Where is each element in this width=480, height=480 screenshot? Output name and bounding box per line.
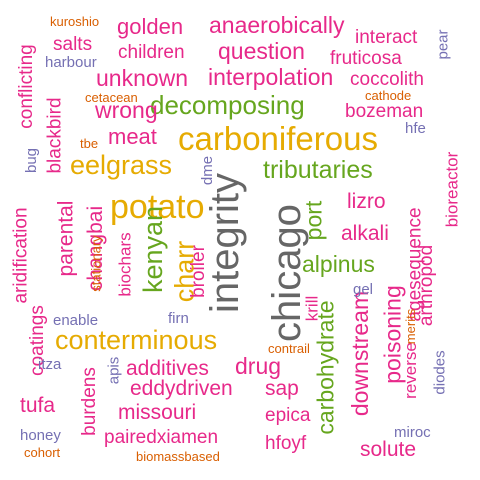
word-arthropod: arthropod — [416, 244, 438, 327]
word-itza: itza — [38, 356, 62, 373]
word-enable: enable — [53, 312, 99, 329]
word-contrail: contrail — [268, 341, 310, 356]
word-apis: apis — [105, 356, 123, 385]
word-epica: epica — [265, 405, 311, 426]
word-pear: pear — [434, 29, 452, 60]
word-tufa: tufa — [20, 394, 56, 417]
word-children: children — [118, 42, 185, 63]
word-eddydriven: eddydriven — [130, 377, 233, 400]
word-hfe: hfe — [405, 120, 426, 137]
word-burdens: burdens — [78, 367, 100, 436]
word-broiler: broiler — [187, 245, 209, 298]
word-alpinus: alpinus — [302, 251, 375, 277]
word-conflicting: conflicting — [15, 44, 37, 129]
word-missouri: missouri — [118, 401, 197, 424]
word-reverse: reverse — [400, 342, 420, 399]
word-anaerobically: anaerobically — [209, 12, 345, 38]
word-honey: honey — [20, 427, 61, 444]
word-wrong: wrong — [95, 97, 158, 123]
word-sap: sap — [265, 377, 299, 400]
word-merits: merits — [403, 308, 419, 345]
word-aridification: aridification — [10, 207, 32, 304]
word-potato: potato — [110, 188, 205, 226]
word-biochars: biochars — [115, 232, 135, 297]
word-fruticosa: fruticosa — [330, 48, 402, 69]
word-krill: krill — [302, 295, 322, 322]
word-meat: meat — [108, 124, 157, 149]
word-question: question — [218, 38, 305, 64]
word-pairedxiamen: pairedxiamen — [104, 427, 219, 448]
word-cetacean: cetacean — [85, 90, 138, 105]
word-solute: solute — [360, 438, 417, 461]
word-port: port — [300, 200, 327, 241]
word-eelgrass: eelgrass — [70, 150, 173, 180]
word-tributaries: tributaries — [263, 156, 373, 184]
word-integrity: integrity — [203, 172, 248, 314]
word-diodes: diodes — [431, 350, 449, 395]
word-firn: firn — [168, 310, 189, 327]
word-decomposing: decomposing — [150, 90, 305, 120]
word-stationary: stationary — [88, 235, 104, 292]
word-miroc: miroc — [394, 424, 431, 441]
word-conterminous: conterminous — [55, 325, 218, 355]
word-cathode: cathode — [365, 88, 412, 103]
word-interpolation: interpolation — [208, 64, 334, 90]
word-tbe: tbe — [80, 136, 99, 151]
word-salts: salts — [53, 34, 93, 55]
word-parental: parental — [54, 200, 78, 277]
word-golden: golden — [117, 14, 184, 39]
word-bug: bug — [23, 147, 41, 174]
word-blackbird: blackbird — [44, 97, 66, 174]
word-bozeman: bozeman — [345, 101, 424, 122]
word-coccolith: coccolith — [350, 69, 424, 90]
word-gel: gel — [353, 281, 374, 298]
word-harbour: harbour — [45, 54, 97, 71]
word-alkali: alkali — [341, 222, 389, 245]
word-bioreactor: bioreactor — [442, 151, 462, 228]
word-kenyan: kenyan — [138, 205, 169, 294]
word-interact: interact — [355, 27, 418, 48]
word-biomassbased: biomassbased — [136, 449, 220, 464]
word-carboniferous: carboniferous — [178, 120, 378, 157]
word-lizro: lizro — [347, 190, 386, 213]
word-dme: dme — [199, 155, 217, 186]
word-drug: drug — [235, 353, 282, 379]
word-downstream: downstream — [347, 290, 374, 417]
word-additives: additives — [126, 357, 209, 380]
word-kuroshio: kuroshio — [50, 14, 100, 29]
word-unknown: unknown — [96, 65, 189, 91]
word-cohort: cohort — [24, 445, 61, 460]
word-hfoyf: hfoyf — [265, 433, 307, 454]
